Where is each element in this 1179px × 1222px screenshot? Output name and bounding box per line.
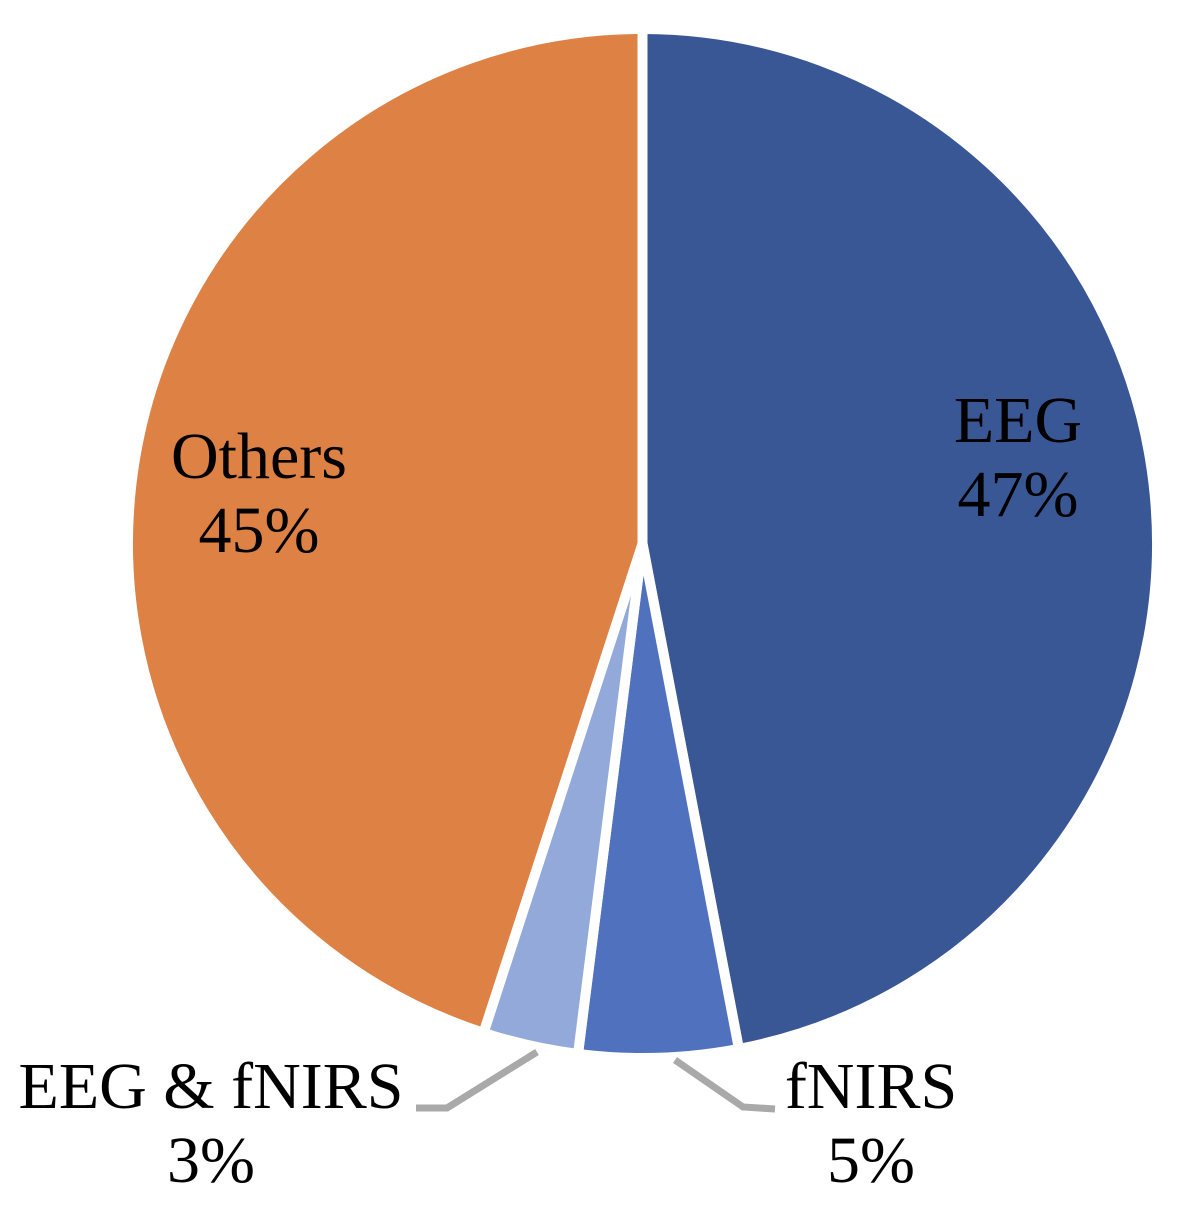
slice-name-fnirs: fNIRS [784, 1050, 958, 1124]
slice-label-fnirs: fNIRS 5% [785, 1050, 957, 1198]
slice-name-eeg: EEG [953, 384, 1083, 458]
slice-percent-eeg-fnirs: 3% [167, 1124, 255, 1197]
pie-slice-eeg [637, 23, 1163, 1055]
leader-line-fnirs [673, 1057, 776, 1113]
slice-label-eeg-fnirs: EEG & fNIRS 3% [19, 1050, 404, 1198]
slice-percent-others: 45% [198, 494, 320, 567]
slice-percent-eeg: 47% [957, 458, 1079, 531]
leader-line-eeg-fnirs [416, 1049, 539, 1112]
slice-name-others: Others [171, 420, 347, 494]
slice-percent-fnirs: 5% [827, 1124, 915, 1197]
slice-label-others: Others 45% [171, 420, 347, 568]
slice-label-eeg: EEG 47% [954, 384, 1082, 532]
slice-name-eeg-fnirs: EEG & fNIRS [18, 1050, 404, 1124]
pie-slice-others [123, 23, 648, 1040]
